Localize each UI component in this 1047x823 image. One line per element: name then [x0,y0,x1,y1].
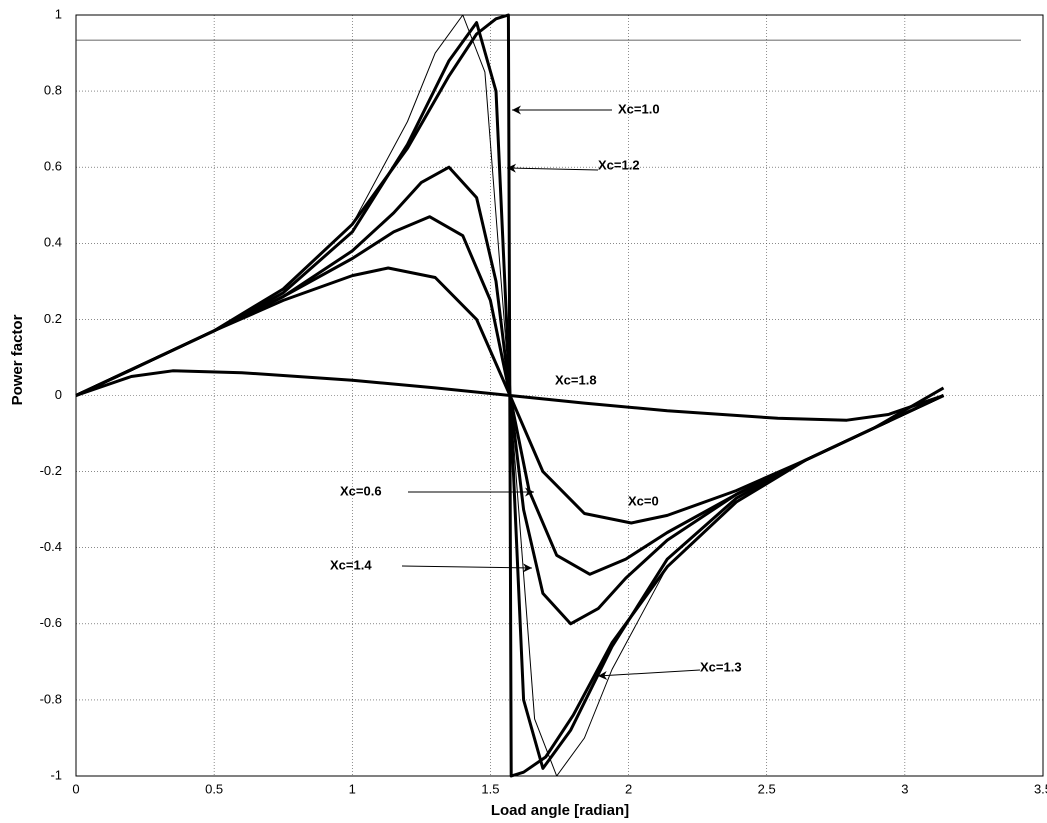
x-tick-label: 3 [901,781,908,796]
annotation-arrow [598,670,700,676]
x-tick-label: 3.5 [1034,781,1047,796]
curve-annotation: Xc=1.3 [700,659,742,674]
curve-annotation: Xc=0.6 [340,483,382,498]
y-tick-label: 1 [55,6,62,21]
y-tick-label: 0.4 [44,235,62,250]
x-tick-label: 2.5 [758,781,776,796]
curve-annotation: Xc=1.0 [618,101,660,116]
x-axis-label: Load angle [radian] [491,802,629,819]
y-tick-label: -0.2 [40,463,62,478]
x-tick-label: 1.5 [481,781,499,796]
y-tick-label: -0.6 [40,615,62,630]
y-tick-label: -0.4 [40,539,62,554]
y-tick-label: 0.2 [44,311,62,326]
x-tick-label: 1 [349,781,356,796]
chart: Load angle [radian] Power factor 0 0.5 1 1.… [0,0,1047,823]
curve-annotation: Xc=1.8 [555,372,597,387]
curve-annotation: Xc=0 [628,493,659,508]
y-tick-label: 0 [55,387,62,402]
annotation-arrow [402,566,532,568]
y-tick-label: 0.8 [44,83,62,98]
y-tick-label: -1 [50,767,62,782]
x-tick-label: 0.5 [205,781,223,796]
y-tick-label: -0.8 [40,691,62,706]
x-tick-label: 0 [72,781,79,796]
curve-annotation: Xc=1.2 [598,157,640,172]
x-tick-label: 2 [625,781,632,796]
y-axis-label: Power factor [9,314,26,405]
curve-annotation: Xc=1.4 [330,557,372,572]
annotation-arrow [507,168,598,170]
y-tick-label: 0.6 [44,159,62,174]
